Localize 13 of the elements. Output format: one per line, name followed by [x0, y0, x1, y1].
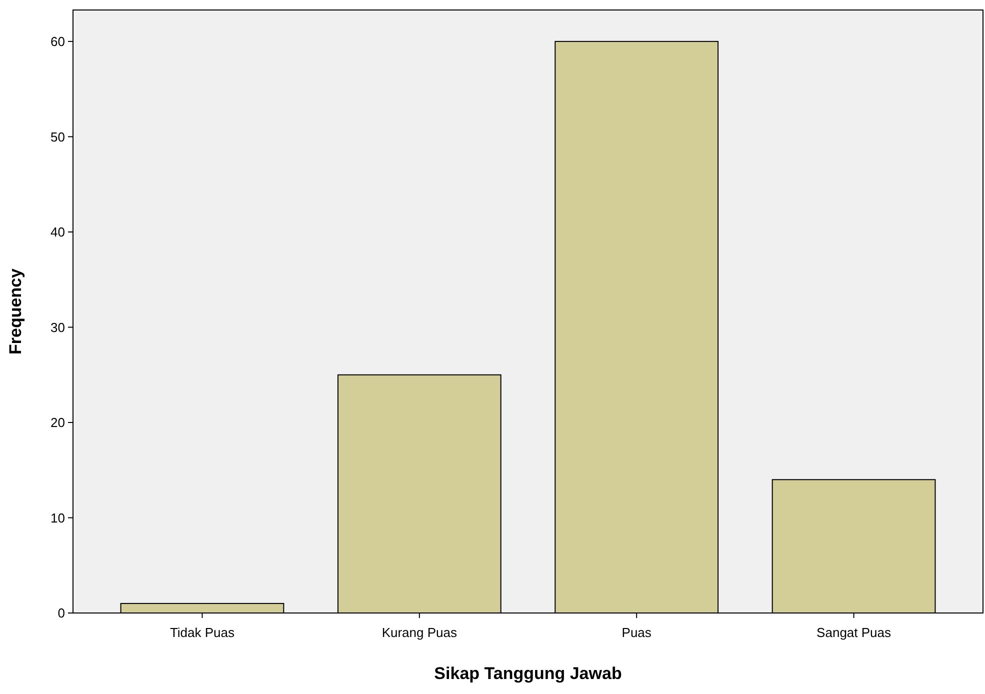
- x-tick-label: Kurang Puas: [382, 625, 458, 640]
- y-tick-label: 50: [50, 129, 65, 144]
- x-tick-label: Puas: [622, 625, 652, 640]
- y-tick-label: 60: [50, 34, 65, 49]
- y-tick-label: 10: [50, 510, 65, 526]
- x-axis-title: Sikap Tanggung Jawab: [434, 664, 622, 683]
- y-tick-label: 40: [50, 224, 65, 240]
- x-tick-label: Tidak Puas: [170, 625, 235, 640]
- y-axis-title: Frequency: [6, 268, 25, 354]
- x-tick-label: Sangat Puas: [816, 625, 892, 640]
- y-tick-label: 0: [58, 606, 65, 621]
- y-tick-label: 20: [50, 415, 65, 430]
- y-tick-label: 30: [50, 320, 65, 335]
